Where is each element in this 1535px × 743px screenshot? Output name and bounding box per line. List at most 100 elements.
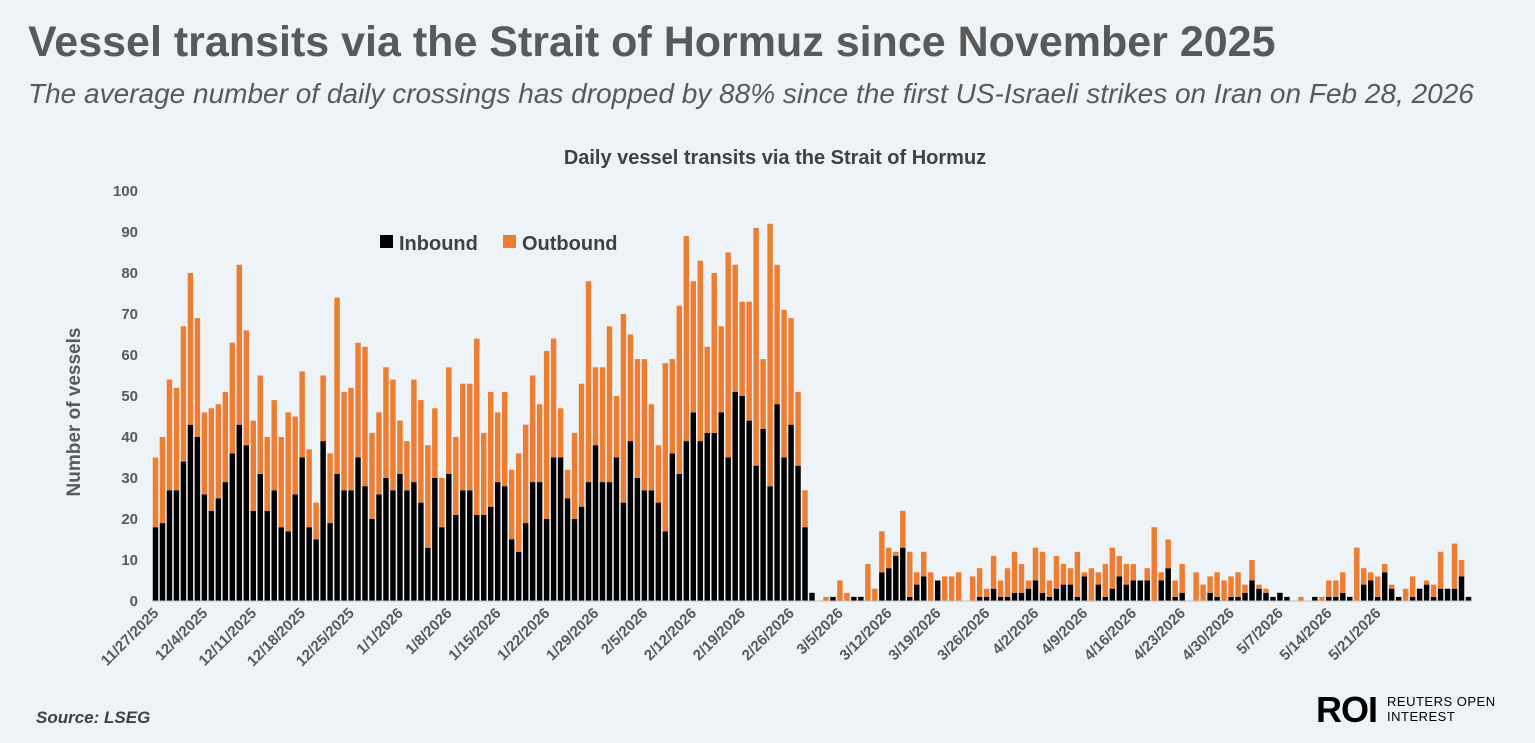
- bar-outbound: [1158, 572, 1164, 581]
- bar-outbound: [718, 326, 724, 413]
- bar-outbound: [907, 551, 913, 597]
- bar-outbound: [592, 367, 599, 446]
- bar-outbound: [515, 453, 522, 552]
- bar-inbound: [1430, 596, 1437, 601]
- chart-title: Daily vessel transits via the Strait of …: [564, 147, 986, 169]
- bar-outbound: [781, 309, 787, 458]
- bar-inbound: [159, 523, 166, 601]
- x-tick-label: 1/15/2026: [445, 605, 504, 664]
- bar-outbound: [564, 469, 571, 499]
- bar-inbound: [858, 596, 864, 601]
- bar-outbound: [1235, 572, 1241, 597]
- bar-outbound: [1179, 564, 1185, 593]
- bar-inbound: [1067, 584, 1074, 601]
- bar-outbound: [1319, 596, 1325, 601]
- bar-inbound: [355, 457, 361, 601]
- bar-inbound: [690, 412, 696, 601]
- bar-inbound: [893, 555, 899, 601]
- bar-outbound: [655, 445, 662, 503]
- bar-inbound: [1388, 588, 1395, 601]
- bar-outbound: [746, 301, 752, 421]
- bar-outbound: [306, 449, 312, 528]
- bar-inbound: [474, 514, 480, 601]
- y-tick-label: 60: [121, 347, 138, 364]
- x-tick-label: 4/30/2026: [1179, 605, 1238, 664]
- bar-outbound: [327, 453, 333, 524]
- bar-outbound: [425, 445, 431, 548]
- bar-inbound: [1361, 584, 1367, 601]
- bar-outbound: [383, 367, 389, 478]
- bar-outbound: [1242, 584, 1248, 593]
- bar-outbound: [1409, 576, 1416, 597]
- y-axis-label: Number of vessels: [64, 328, 85, 497]
- bar-outbound: [453, 437, 459, 515]
- bar-outbound: [1032, 547, 1039, 581]
- bar-inbound: [285, 531, 291, 601]
- bar-outbound: [837, 580, 843, 601]
- bar-outbound: [683, 236, 690, 442]
- bar-outbound: [229, 342, 236, 454]
- bar-outbound: [390, 379, 396, 491]
- bar-outbound: [1151, 527, 1157, 601]
- bar-inbound: [1444, 588, 1451, 601]
- bar-outbound: [976, 568, 983, 597]
- bar-outbound: [397, 420, 403, 474]
- bar-inbound: [481, 514, 487, 601]
- bar-outbound: [760, 359, 766, 429]
- x-tick-label: 4/23/2026: [1130, 605, 1189, 664]
- bar-inbound: [921, 576, 927, 601]
- bar-outbound: [969, 576, 976, 601]
- bar-outbound: [348, 387, 354, 491]
- bar-outbound: [1081, 572, 1088, 577]
- bar-inbound: [453, 514, 459, 601]
- bar-inbound: [1423, 584, 1430, 601]
- bar-inbound: [1025, 588, 1032, 601]
- bar-inbound: [243, 445, 250, 601]
- bar-outbound: [1458, 560, 1465, 577]
- bar-inbound: [1326, 596, 1332, 601]
- bar-outbound: [488, 391, 494, 507]
- bar-inbound: [683, 441, 690, 601]
- bar-outbound: [369, 432, 375, 519]
- bar-outbound: [1060, 564, 1067, 585]
- bar-inbound: [1437, 588, 1444, 601]
- bar-outbound: [823, 596, 829, 601]
- bar-inbound: [746, 420, 752, 601]
- x-tick-label: 2/12/2026: [641, 605, 700, 664]
- bar-outbound: [865, 564, 871, 601]
- bar-inbound: [327, 523, 333, 601]
- bar-inbound: [536, 482, 543, 601]
- page-subtitle: The average number of daily crossings ha…: [28, 78, 1474, 109]
- bar-inbound: [362, 486, 368, 601]
- bar-outbound: [955, 572, 962, 601]
- bar-inbound: [1340, 592, 1346, 601]
- bar-inbound: [1368, 580, 1374, 601]
- bar-outbound: [1361, 568, 1367, 585]
- bar-inbound: [585, 482, 592, 601]
- bar-outbound: [662, 363, 669, 532]
- bar-inbound: [257, 473, 263, 601]
- bar-inbound: [578, 506, 585, 601]
- bar-outbound: [264, 437, 270, 511]
- bar-outbound: [1214, 572, 1220, 597]
- x-tick-label: 3/12/2026: [836, 605, 895, 664]
- bar-outbound: [739, 301, 745, 396]
- bar-inbound: [1333, 596, 1339, 601]
- bar-outbound: [997, 580, 1004, 597]
- bar-outbound: [376, 412, 382, 495]
- bar-outbound: [285, 412, 291, 532]
- bar-outbound: [921, 551, 927, 577]
- bar-outbound: [669, 359, 676, 454]
- bar-outbound: [704, 346, 710, 433]
- bar-outbound: [257, 375, 263, 474]
- bar-inbound: [1032, 580, 1039, 601]
- bar-inbound: [732, 391, 738, 601]
- x-tick-label: 4/16/2026: [1081, 605, 1140, 664]
- bar-outbound: [418, 400, 424, 503]
- bar-inbound: [1011, 592, 1018, 601]
- bar-outbound: [879, 531, 885, 573]
- bar-inbound: [1416, 588, 1423, 601]
- bar-outbound: [571, 432, 578, 519]
